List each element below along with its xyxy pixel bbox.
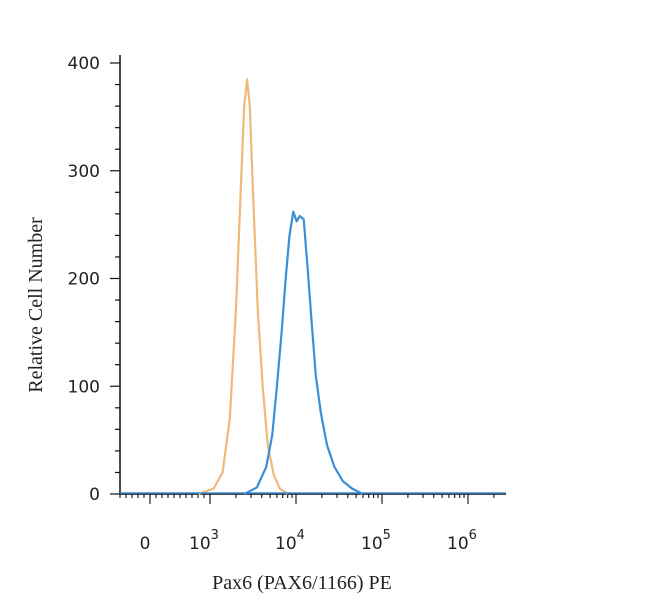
histogram-series-1: [197, 78, 289, 496]
x-axis-title: Pax6 (PAX6/1166) PE: [212, 572, 392, 594]
x-tick-label: 106: [447, 528, 477, 554]
histogram-series-2: [243, 210, 364, 495]
y-axis-title: Relative Cell Number: [25, 217, 47, 393]
y-axis-ticks: 0 100 200 300 400: [68, 54, 120, 505]
series-layer: [120, 78, 506, 496]
y-tick-label: 400: [68, 54, 100, 74]
x-tick-label: 105: [361, 528, 391, 554]
x-tick-label: 0: [140, 534, 151, 554]
x-tick-label: 103: [189, 528, 219, 554]
y-tick-label: 300: [68, 162, 100, 182]
y-tick-label: 0: [89, 485, 100, 505]
y-tick-label: 100: [68, 377, 100, 397]
y-tick-label: 200: [68, 270, 100, 290]
x-tick-label: 104: [275, 528, 305, 554]
x-axis-ticks: 0 103 104 105 106: [119, 494, 495, 554]
